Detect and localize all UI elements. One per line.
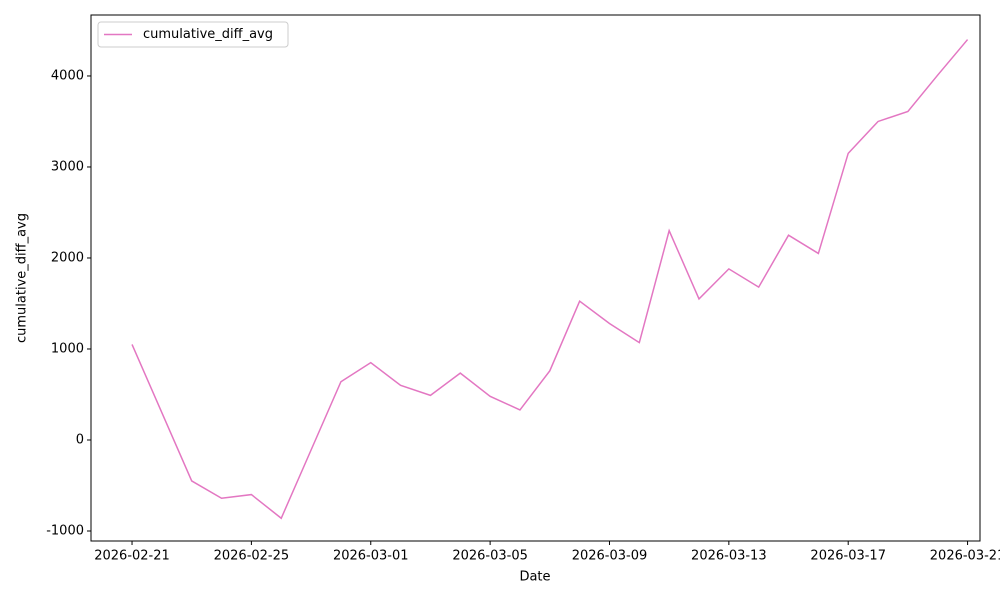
y-tick-label: 0 bbox=[76, 432, 84, 447]
plot-frame bbox=[90, 14, 981, 542]
legend-label: cumulative_diff_avg bbox=[143, 27, 273, 42]
legend-box bbox=[97, 21, 289, 48]
y-tick-label: 1000 bbox=[51, 341, 84, 356]
y-axis-label: cumulative_diff_avg bbox=[15, 213, 30, 343]
x-axis-label: Date bbox=[519, 570, 550, 585]
x-tick-label: 2026-03-13 bbox=[691, 549, 767, 564]
y-tick-label: 4000 bbox=[51, 68, 84, 83]
y-tick-label: 3000 bbox=[51, 159, 84, 174]
series-line bbox=[131, 39, 969, 520]
x-tick-label: 2026-03-09 bbox=[572, 549, 648, 564]
y-tick-label: 2000 bbox=[51, 250, 84, 265]
x-tick-label: 2026-03-17 bbox=[810, 549, 886, 564]
x-tick-label: 2026-02-21 bbox=[94, 549, 170, 564]
x-tick-label: 2026-02-25 bbox=[214, 549, 290, 564]
x-tick-label: 2026-03-01 bbox=[333, 549, 409, 564]
x-tick-label: 2026-03-05 bbox=[452, 549, 528, 564]
y-tick-label: -1000 bbox=[46, 523, 84, 538]
x-tick-label: 2026-03-21 bbox=[930, 549, 1000, 564]
